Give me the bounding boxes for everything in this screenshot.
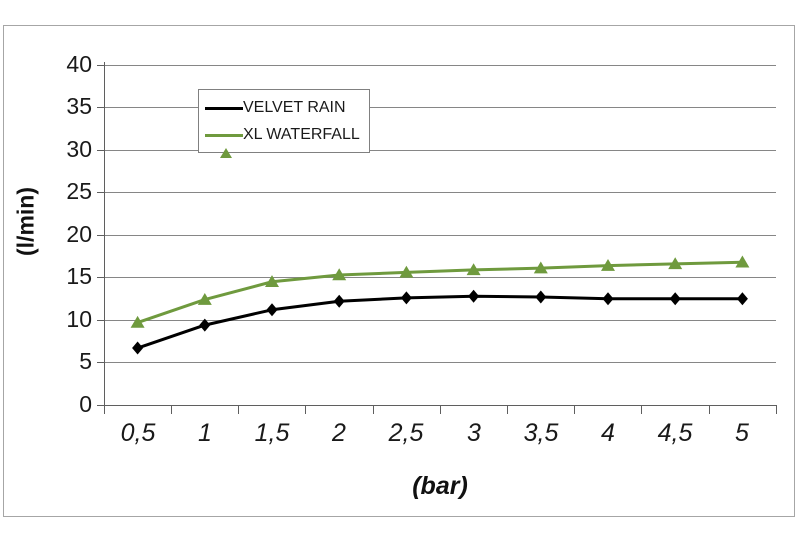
gridline-25 (104, 192, 776, 193)
y-tick-mark (97, 277, 104, 278)
legend-item-velvet-rain[interactable]: VELVET RAIN (205, 94, 363, 121)
x-tick-mark (171, 405, 172, 414)
x-tick-mark (776, 405, 777, 414)
x-tick-mark (104, 405, 105, 414)
y-axis-title: (l/min) (12, 187, 39, 256)
legend-item-xl-waterfall[interactable]: XL WATERFALL (205, 121, 363, 158)
x-tick-mark (238, 405, 239, 414)
gridline-5 (104, 362, 776, 363)
x-tick-mark (440, 405, 441, 414)
legend-key-velvet-rain (205, 100, 243, 116)
triangle-marker-icon (220, 130, 232, 158)
x-tick-mark (574, 405, 575, 414)
x-tick-mark (709, 405, 710, 414)
y-tick-mark (97, 320, 104, 321)
x-tick-label: 1 (198, 419, 212, 447)
y-tick-label: 15 (66, 263, 92, 289)
x-tick-mark (305, 405, 306, 414)
x-tick-mark (641, 405, 642, 414)
x-tick-label: 3,5 (523, 419, 559, 447)
y-tick-mark (97, 405, 104, 406)
legend-label: VELVET RAIN (243, 98, 346, 116)
y-tick-mark (97, 65, 104, 66)
x-tick-label: 1,5 (254, 419, 290, 447)
x-tick-label: 4,5 (657, 419, 693, 447)
y-tick-mark (97, 192, 104, 193)
legend-label: XL WATERFALL (243, 125, 360, 143)
y-tick-mark (97, 362, 104, 363)
gridline-30 (104, 150, 776, 151)
x-tick-label: 2,5 (388, 419, 424, 447)
x-tick-label: 2 (332, 419, 346, 447)
gridline-15 (104, 277, 776, 278)
x-tick-label: 0,5 (120, 419, 156, 447)
y-tick-label: 30 (66, 136, 92, 162)
y-tick-mark (97, 107, 104, 108)
y-axis-tick-labels: 40 35 30 25 20 15 10 5 0 (30, 0, 92, 533)
x-tick-mark (373, 405, 374, 414)
y-tick-label: 5 (79, 348, 92, 374)
y-tick-mark (97, 235, 104, 236)
x-tick-label: 5 (735, 419, 749, 447)
y-tick-label: 40 (66, 51, 92, 77)
gridline-10 (104, 320, 776, 321)
y-tick-label: 25 (66, 178, 92, 204)
gridline-35 (104, 107, 776, 108)
gridline-20 (104, 235, 776, 236)
y-tick-label: 20 (66, 221, 92, 247)
gridline-40 (104, 65, 776, 66)
legend-key-xl-waterfall (205, 127, 243, 158)
y-tick-label: 35 (66, 93, 92, 119)
y-tick-mark (97, 150, 104, 151)
y-axis-line (104, 62, 105, 408)
legend: VELVET RAIN XL WATERFALL (198, 89, 370, 158)
x-tick-mark (507, 405, 508, 414)
y-tick-label: 10 (66, 306, 92, 332)
x-axis-title: (bar) (412, 472, 468, 500)
x-tick-label: 3 (467, 419, 481, 447)
x-tick-label: 4 (601, 419, 615, 447)
y-tick-label: 0 (79, 391, 92, 417)
